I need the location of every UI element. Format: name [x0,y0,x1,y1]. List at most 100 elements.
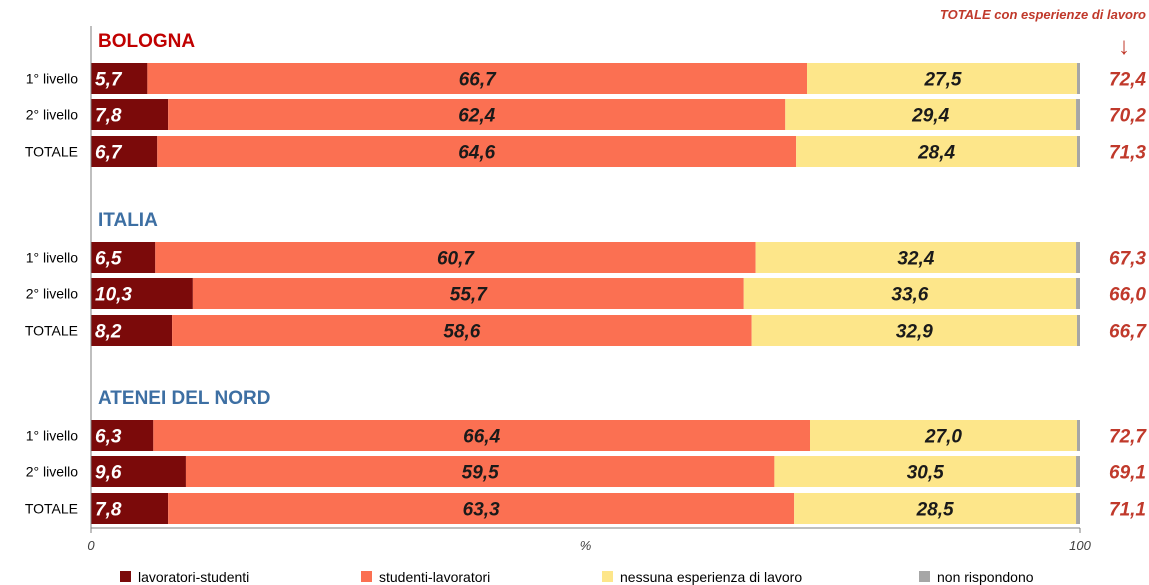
data-label: 28,4 [917,143,955,164]
row-label: 2° livello [26,464,79,480]
bar-segment-nessuna-esperienza [807,63,1080,94]
legend-label: lavoratori-studenti [138,569,249,585]
data-label: 7,8 [95,500,122,521]
row-label: TOTALE [25,323,78,339]
total-value: 70,2 [1109,106,1146,127]
data-label: 28,5 [916,500,954,521]
group-title: ITALIA [98,210,158,231]
bar-segment-non-rispondono-edge [1077,493,1080,524]
bar-segment-lavoratori-studenti [91,420,154,451]
bar-segment-nessuna-esperienza [810,420,1078,451]
bar-segment-studenti-lavoratori [168,493,795,524]
data-label: 6,7 [95,143,123,164]
bar-segment-non-rispondono-edge [1077,136,1080,167]
total-value: 69,1 [1109,463,1146,484]
bar-segment-nessuna-esperienza [796,136,1078,167]
data-label: 33,6 [891,285,928,306]
row-label: 1° livello [26,250,79,266]
data-label: 27,0 [924,427,962,448]
total-value: 71,1 [1109,500,1146,521]
total-value: 72,4 [1109,70,1146,91]
data-label: 59,5 [462,463,499,484]
bar-segment-non-rispondono-edge [1077,456,1080,487]
row-label: TOTALE [25,144,78,160]
bar-segment-nessuna-esperienza [755,242,1077,273]
bar-segment-studenti-lavoratori [157,136,797,167]
data-label: 66,7 [459,70,497,91]
total-value: 67,3 [1109,249,1146,270]
row-label: 2° livello [26,107,79,123]
data-label: 7,8 [95,106,122,127]
data-label: 30,5 [907,463,944,484]
data-label: 32,4 [897,249,934,270]
bar-segment-nessuna-esperienza [743,278,1077,309]
data-label: 6,5 [95,249,122,270]
legend-swatch [602,571,613,582]
bar-segment-nessuna-esperienza [794,493,1077,524]
data-label: 5,7 [95,70,123,91]
total-value: 72,7 [1109,427,1147,448]
bar-segment-studenti-lavoratori [172,315,752,346]
total-column-header: TOTALE con esperienze di lavoro [940,7,1146,22]
bar-segment-nessuna-esperienza [774,456,1077,487]
total-value: 66,0 [1109,285,1146,306]
row-label: 1° livello [26,71,79,87]
data-label: 29,4 [911,106,949,127]
legend-swatch [919,571,930,582]
bar-segment-non-rispondono-edge [1077,63,1080,94]
group-title: BOLOGNA [98,31,195,52]
bar-segment-nessuna-esperienza [785,99,1077,130]
total-value: 71,3 [1109,143,1146,164]
data-label: 55,7 [450,285,488,306]
legend-swatch [361,571,372,582]
data-label: 32,9 [896,322,933,343]
legend-label: studenti-lavoratori [379,569,490,585]
data-label: 62,4 [458,106,495,127]
data-label: 9,6 [95,463,122,484]
bar-segment-lavoratori-studenti [91,242,156,273]
data-label: 6,3 [95,427,122,448]
bar-segment-non-rispondono-edge [1077,278,1080,309]
data-label: 63,3 [463,500,500,521]
data-label: 60,7 [437,249,475,270]
bar-segment-studenti-lavoratori [192,278,744,309]
legend-label: non rispondono [937,569,1034,585]
row-label: 2° livello [26,286,79,302]
bar-segment-studenti-lavoratori [153,420,811,451]
x-tick-label-100: 100 [1069,538,1091,553]
data-label: 27,5 [924,70,962,91]
bar-segment-studenti-lavoratori [147,63,808,94]
bar-segment-non-rispondono-edge [1077,242,1080,273]
bar-segment-lavoratori-studenti [91,456,186,487]
bar-segment-lavoratori-studenti [91,278,193,309]
data-label: 10,3 [95,285,132,306]
bar-segment-lavoratori-studenti [91,99,169,130]
bar-segment-studenti-lavoratori [155,242,756,273]
bar-segment-lavoratori-studenti [91,315,173,346]
bar-segment-lavoratori-studenti [91,136,158,167]
data-label: 66,4 [463,427,500,448]
group-title: ATENEI DEL NORD [98,388,270,409]
bar-segment-lavoratori-studenti [91,493,169,524]
down-arrow-icon: ↓ [1118,33,1130,60]
x-axis-unit-label: % [580,538,592,553]
total-value: 66,7 [1109,322,1147,343]
row-label: TOTALE [25,501,78,517]
legend: lavoratori-studenti studenti-lavoratori ne… [120,569,1034,585]
bars-layer: BOLOGNA 1° livello 5,7 66,7 27,5 72,4 2° livel… [25,31,1147,533]
row-label: 1° livello [26,428,79,444]
legend-swatch [120,571,131,582]
bar-segment-nessuna-esperienza [751,315,1078,346]
legend-label: nessuna esperienza di lavoro [620,569,802,585]
bar-segment-non-rispondono-edge [1077,99,1080,130]
bar-segment-studenti-lavoratori [168,99,786,130]
data-label: 58,6 [443,322,480,343]
data-label: 8,2 [95,322,122,343]
x-tick-label-0: 0 [87,538,95,553]
bar-segment-non-rispondono-edge [1077,315,1080,346]
bar-segment-non-rispondono-edge [1077,420,1080,451]
bar-segment-lavoratori-studenti [91,63,148,94]
data-label: 64,6 [458,143,495,164]
bar-segment-studenti-lavoratori [185,456,775,487]
